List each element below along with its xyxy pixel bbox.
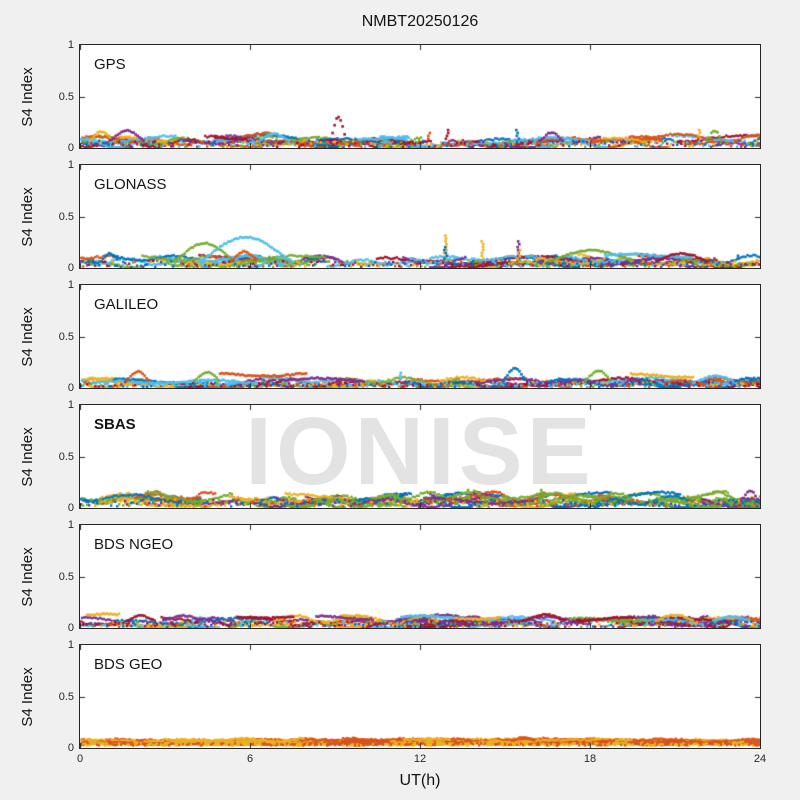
y-tick-label-sbas-1: 1 — [67, 399, 74, 411]
y-tick-label-glonass-1: 1 — [67, 159, 74, 171]
panel-label-glonass: GLONASS — [94, 176, 167, 193]
y-tick-label-sbas-0_5: 0.5 — [58, 450, 74, 463]
x-tick-label-24: 24 — [753, 753, 767, 765]
y-tick-label-bds-ngeo-0_5: 0.5 — [58, 570, 74, 583]
y-tick-label-bds-ngeo-0: 0 — [67, 622, 74, 634]
y-tick-label-sbas-0: 0 — [67, 502, 74, 514]
panel-label-gps: GPS — [94, 56, 126, 73]
glonass-scatter-canvas — [80, 165, 760, 268]
y-tick-label-gps-0: 0 — [67, 142, 74, 154]
y-axis-label-glonass: S4 Index — [19, 186, 36, 247]
panel-label-sbas: SBAS — [94, 416, 136, 433]
y-tick-label-bds-geo-1: 1 — [67, 639, 74, 651]
panel-label-galileo: GALILEO — [94, 296, 159, 313]
y-axis-label-bds-ngeo: S4 Index — [19, 546, 36, 607]
y-axis-label-sbas: S4 Index — [19, 426, 36, 487]
y-tick-label-galileo-0_5: 0.5 — [58, 330, 74, 343]
x-axis-label: UT(h) — [399, 772, 441, 789]
panel-label-bds-geo: BDS GEO — [94, 656, 163, 673]
y-tick-label-gps-1: 1 — [67, 39, 74, 51]
gps-scatter-canvas — [80, 45, 760, 148]
panel-bds-ngeo: BDS NGEO — [79, 524, 761, 629]
figure-title: NMBT20250126 — [361, 13, 479, 30]
y-tick-label-bds-geo-0_5: 0.5 — [58, 690, 74, 703]
bds-geo-scatter-canvas — [80, 645, 760, 748]
panel-galileo: GALILEO — [79, 284, 761, 389]
panel-bds-geo: BDS GEO — [79, 644, 761, 749]
y-axis-label-bds-geo: S4 Index — [19, 666, 36, 727]
y-tick-label-glonass-0_5: 0.5 — [58, 210, 74, 223]
panel-glonass: GLONASS — [79, 164, 761, 269]
panel-gps: GPS — [79, 44, 761, 149]
y-tick-label-galileo-1: 1 — [67, 279, 74, 291]
x-tick-label-6: 6 — [246, 753, 254, 765]
x-tick-label-18: 18 — [583, 753, 597, 765]
panel-sbas: IONISESBAS — [79, 404, 761, 509]
y-tick-label-bds-geo-0: 0 — [67, 742, 74, 754]
y-axis-label-galileo: S4 Index — [19, 306, 36, 367]
x-tick-label-0: 0 — [76, 753, 84, 765]
y-axis-label-gps: S4 Index — [19, 66, 36, 127]
y-tick-label-bds-ngeo-1: 1 — [67, 519, 74, 531]
panel-label-bds-ngeo: BDS NGEO — [94, 536, 174, 553]
x-tick-label-12: 12 — [413, 753, 427, 765]
sbas-scatter-canvas — [80, 405, 760, 508]
y-tick-label-gps-0_5: 0.5 — [58, 90, 74, 103]
bds-ngeo-scatter-canvas — [80, 525, 760, 628]
y-tick-label-galileo-0: 0 — [67, 382, 74, 394]
y-tick-label-glonass-0: 0 — [67, 262, 74, 274]
galileo-scatter-canvas — [80, 285, 760, 388]
